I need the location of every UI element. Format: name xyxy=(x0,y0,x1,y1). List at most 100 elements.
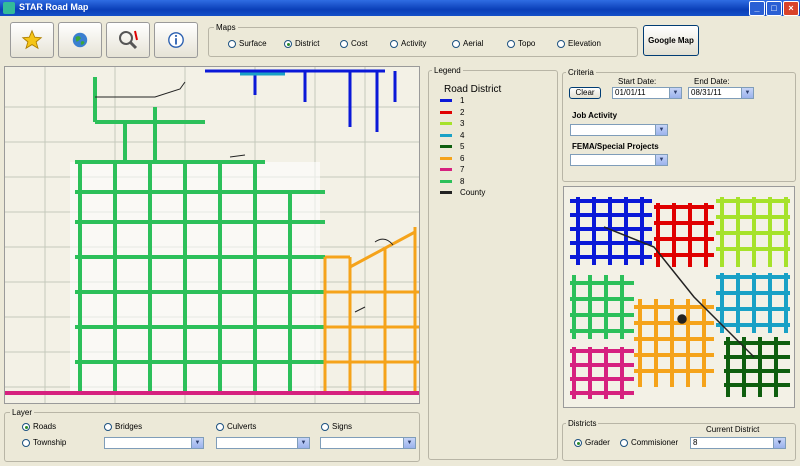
fema-label: FEMA/Special Projects xyxy=(572,142,659,151)
criteria-group xyxy=(562,72,796,182)
legend-swatch xyxy=(440,122,452,125)
legend-item: 6 xyxy=(440,154,464,163)
legend-group xyxy=(428,70,558,460)
overview-map[interactable] xyxy=(563,186,795,408)
layer-group xyxy=(4,412,420,462)
district-option-label: Grader xyxy=(585,438,610,447)
chevron-down-icon[interactable]: ▼ xyxy=(655,125,667,135)
legend-swatch xyxy=(440,133,452,137)
current-district-label: Current District xyxy=(706,425,760,434)
chevron-down-icon[interactable]: ▼ xyxy=(741,88,753,98)
legend-swatch xyxy=(440,99,452,102)
layer-option-label: Roads xyxy=(33,422,57,431)
radio-dot xyxy=(228,39,236,48)
maximize-button[interactable]: □ xyxy=(766,1,782,16)
layer-option-label: Bridges xyxy=(115,422,143,431)
overview-canvas xyxy=(564,187,794,407)
end-date-value: 08/31/11 xyxy=(691,88,722,97)
map-option-topo[interactable]: Topo xyxy=(507,39,535,48)
job-activity-select[interactable]: ▼ xyxy=(570,124,668,136)
end-date-picker[interactable]: 08/31/11 ▼ xyxy=(688,87,754,99)
legend-group-title: Legend xyxy=(432,66,463,75)
job-activity-label: Job Activity xyxy=(572,111,618,120)
radio-dot xyxy=(340,39,348,48)
minimize-button[interactable]: _ xyxy=(749,1,765,16)
fema-select[interactable]: ▼ xyxy=(570,154,668,166)
culverts-select[interactable]: ▼ xyxy=(216,437,310,449)
district-option-commisioner[interactable]: Commisioner xyxy=(620,438,678,447)
radio-dot-selected xyxy=(22,422,30,431)
layer-option-roads[interactable]: Roads xyxy=(22,422,56,431)
map-canvas xyxy=(5,67,419,403)
chevron-down-icon[interactable]: ▼ xyxy=(655,155,667,165)
legend-item: 4 xyxy=(440,131,464,140)
favorites-button[interactable] xyxy=(10,22,54,58)
bridges-select[interactable]: ▼ xyxy=(104,437,204,449)
chevron-down-icon[interactable]: ▼ xyxy=(191,438,203,448)
district-option-grader[interactable]: Grader xyxy=(574,438,610,447)
radio-dot xyxy=(321,422,329,431)
map-option-label: Surface xyxy=(239,39,267,48)
legend-item: County xyxy=(440,188,485,197)
map-option-activity[interactable]: Activity xyxy=(390,39,426,48)
legend-swatch xyxy=(440,168,452,171)
legend-label: 2 xyxy=(460,107,465,117)
layer-option-label: Culverts xyxy=(227,422,257,431)
current-district-value: 8 xyxy=(693,438,698,447)
zoom-extent-icon xyxy=(119,30,138,50)
map-option-label: Aerial xyxy=(463,39,484,48)
chevron-down-icon[interactable]: ▼ xyxy=(403,438,415,448)
google-map-button[interactable]: Google Map xyxy=(643,25,699,56)
map-option-surface[interactable]: Surface xyxy=(228,39,267,48)
map-option-district[interactable]: District xyxy=(284,39,319,48)
map-option-aerial[interactable]: Aerial xyxy=(452,39,483,48)
info-icon xyxy=(168,32,184,48)
window-title: STAR Road Map xyxy=(19,2,89,12)
layer-option-signs[interactable]: Signs xyxy=(321,422,352,431)
map-option-elevation[interactable]: Elevation xyxy=(557,39,601,48)
title-bar: STAR Road Map _ □ × xyxy=(0,0,800,16)
districts-group xyxy=(562,423,796,461)
chevron-down-icon[interactable]: ▼ xyxy=(297,438,309,448)
start-date-label: Start Date: xyxy=(618,77,657,86)
legend-item: 5 xyxy=(440,142,464,151)
legend-item: 7 xyxy=(440,165,464,174)
legend-label: County xyxy=(460,188,486,197)
current-district-select[interactable]: 8 ▼ xyxy=(690,437,786,449)
radio-dot xyxy=(507,39,515,48)
map-option-label: Cost xyxy=(351,39,368,48)
signs-select[interactable]: ▼ xyxy=(320,437,416,449)
legend-swatch xyxy=(440,145,452,148)
clear-button[interactable]: Clear xyxy=(569,87,601,99)
start-date-picker[interactable]: 01/01/11 ▼ xyxy=(612,87,682,99)
radio-dot xyxy=(557,39,565,48)
radio-dot xyxy=(620,438,628,447)
layer-option-bridges[interactable]: Bridges xyxy=(104,422,142,431)
districts-group-title: Districts xyxy=(566,419,599,428)
legend-item: 2 xyxy=(440,108,464,117)
layer-option-culverts[interactable]: Culverts xyxy=(216,422,256,431)
close-button[interactable]: × xyxy=(783,1,799,16)
legend-label: 8 xyxy=(460,176,465,186)
map-option-label: Activity xyxy=(401,39,427,48)
district-map[interactable] xyxy=(4,66,420,404)
start-date-value: 01/01/11 xyxy=(615,88,646,97)
globe-button[interactable] xyxy=(58,22,102,58)
legend-label: 1 xyxy=(460,96,465,105)
map-option-cost[interactable]: Cost xyxy=(340,39,367,48)
layer-option-township[interactable]: Township xyxy=(22,438,66,447)
layer-group-title: Layer xyxy=(10,408,35,417)
map-option-label: Topo xyxy=(518,39,536,48)
legend-item: 3 xyxy=(440,119,464,128)
end-date-label: End Date: xyxy=(694,77,730,86)
zoom-extent-button[interactable] xyxy=(106,22,150,58)
star-icon xyxy=(21,29,43,50)
maps-group-title: Maps xyxy=(214,23,238,32)
map-option-label: Elevation xyxy=(568,39,601,48)
chevron-down-icon[interactable]: ▼ xyxy=(773,438,785,448)
legend-label: 3 xyxy=(460,119,465,128)
chevron-down-icon[interactable]: ▼ xyxy=(669,88,681,98)
map-option-label: District xyxy=(295,39,320,48)
info-button[interactable] xyxy=(154,22,198,58)
criteria-group-title: Criteria xyxy=(566,68,596,77)
